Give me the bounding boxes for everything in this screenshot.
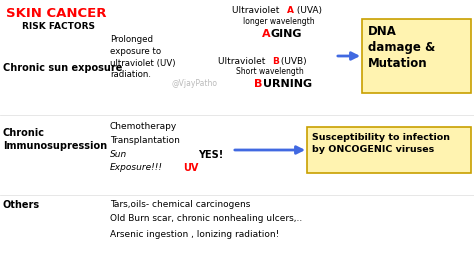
FancyBboxPatch shape (307, 127, 471, 173)
FancyBboxPatch shape (362, 19, 471, 93)
Text: Sun: Sun (110, 150, 127, 159)
Text: Chemotherapy: Chemotherapy (110, 122, 177, 131)
Text: Ultraviolet: Ultraviolet (232, 6, 282, 15)
Text: Susceptibility to infection
by ONCOGENIC viruses: Susceptibility to infection by ONCOGENIC… (312, 133, 450, 154)
Text: B: B (272, 57, 279, 66)
Text: RISK FACTORS: RISK FACTORS (22, 22, 95, 31)
Text: Short wavelength: Short wavelength (236, 67, 304, 76)
Text: UV: UV (183, 163, 199, 173)
Text: Ultraviolet: Ultraviolet (218, 57, 268, 66)
Text: Prolonged
exposure to
ultraviolet (UV)
radiation.: Prolonged exposure to ultraviolet (UV) r… (110, 35, 175, 79)
Text: (UVB): (UVB) (278, 57, 307, 66)
Text: Chronic sun exposure: Chronic sun exposure (3, 63, 122, 73)
Text: B: B (254, 79, 263, 89)
Text: Old Burn scar, chronic nonhealing ulcers,..: Old Burn scar, chronic nonhealing ulcers… (110, 214, 302, 223)
Text: Others: Others (3, 200, 40, 210)
Text: longer wavelength: longer wavelength (243, 17, 315, 26)
Text: YES!: YES! (198, 150, 223, 160)
Text: A: A (287, 6, 294, 15)
Text: (UVA): (UVA) (294, 6, 322, 15)
Text: Chronic
Immunosupression: Chronic Immunosupression (3, 128, 107, 151)
Text: GING: GING (271, 29, 302, 39)
Text: SKIN CANCER: SKIN CANCER (6, 7, 107, 20)
Text: Arsenic ingestion , Ionizing radiation!: Arsenic ingestion , Ionizing radiation! (110, 230, 279, 239)
Text: Transplantation: Transplantation (110, 136, 180, 145)
Text: Exposure!!!: Exposure!!! (110, 163, 163, 172)
Text: A: A (262, 29, 271, 39)
Text: DNA
damage &
Mutation: DNA damage & Mutation (368, 25, 435, 70)
Text: URNING: URNING (263, 79, 312, 89)
Text: @VjayPatho: @VjayPatho (172, 79, 218, 88)
Text: Tars,oils- chemical carcinogens: Tars,oils- chemical carcinogens (110, 200, 250, 209)
